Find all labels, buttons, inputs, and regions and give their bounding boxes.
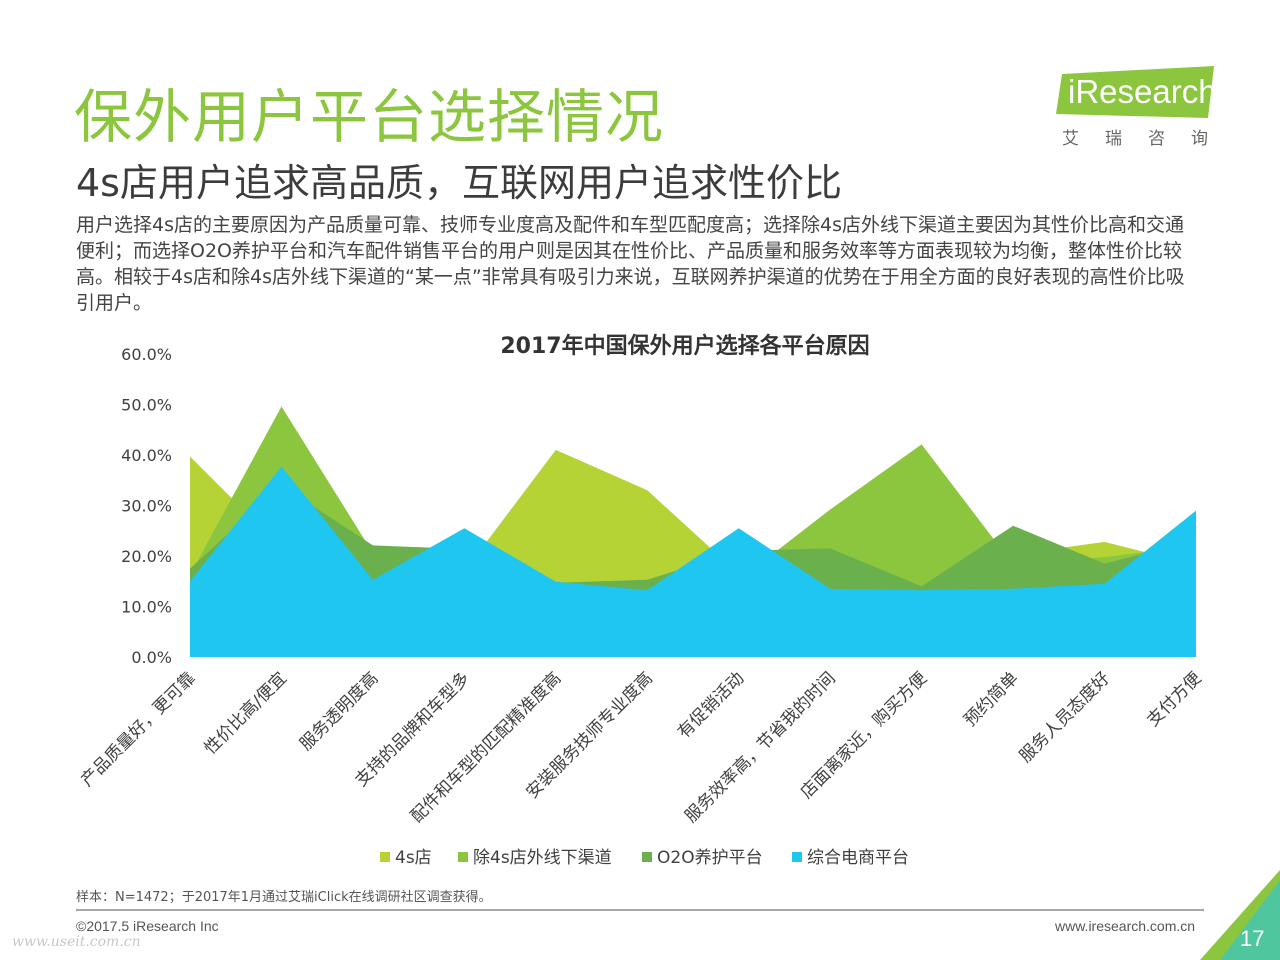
watermark-text: www.useit.com.cn [12, 934, 141, 950]
copyright-text: ©2017.5 iResearch Inc [76, 918, 219, 934]
legend-swatch [792, 852, 802, 862]
website-link[interactable]: www.iresearch.com.cn [1055, 918, 1196, 934]
footer-divider [76, 909, 1204, 911]
y-tick-label: 20.0% [121, 547, 172, 566]
y-tick-label: 0.0% [131, 648, 172, 667]
y-tick-label: 50.0% [121, 396, 172, 415]
x-tick-label: 预约简单 [960, 668, 1022, 730]
y-tick-label: 40.0% [121, 446, 172, 465]
x-tick-label: 服务人员态度好 [1016, 668, 1114, 766]
legend-swatch [642, 852, 652, 862]
area-chart: 2017年中国保外用户选择各平台原因 0.0% 10.0% 20.0% 30.0% 40… [77, 333, 1205, 868]
legend-swatch [380, 852, 390, 862]
logo-badge-shape [1056, 66, 1214, 118]
x-axis: 产品质量好，更可靠 性价比高/便宜 服务透明度高支持的品牌和车型多配件和车型的匹配精… [77, 668, 1205, 826]
page-number: 17 [1240, 926, 1265, 951]
logo-text: iResearch [1068, 73, 1217, 110]
chart-legend: 4s店 除4s店外线下渠道 O2O养护平台 综合电商平台 [380, 848, 909, 868]
description-text: 用户选择4s店的主要原因为产品质量可靠、技师专业度高及配件和车型匹配度高；选择除… [76, 214, 1185, 314]
sample-note: 样本：N=1472；于2017年1月通过艾瑞iClick在线调研社区调查获得。 [76, 890, 492, 905]
x-tick-label: 配件和车型的匹配精准度高 [407, 668, 565, 826]
legend-label: 4s店 [395, 848, 432, 868]
x-tick-label: 支付方便 [1143, 668, 1205, 730]
x-tick-label: 性价比高/便宜 [201, 668, 291, 758]
chart-title: 2017年中国保外用户选择各平台原因 [500, 333, 869, 359]
series-area-3 [190, 466, 1196, 657]
page-subtitle: 4s店用户追求高品质，互联网用户追求性价比 [76, 161, 842, 205]
y-tick-label: 10.0% [121, 598, 172, 617]
y-axis: 0.0% 10.0% 20.0% 30.0% 40.0% 50.0% 60.0% [121, 345, 172, 667]
logo-cn-text: 艾瑞咨询 [1062, 129, 1234, 149]
corner-decoration [1200, 870, 1280, 960]
x-tick-label: 服务透明度高 [296, 668, 382, 754]
x-tick-label: 产品质量好，更可靠 [77, 668, 199, 790]
y-tick-label: 30.0% [121, 497, 172, 516]
x-tick-label: 服务效率高，节省我的时间 [681, 668, 839, 826]
page-title: 保外用户平台选择情况 [74, 83, 665, 151]
legend-label: 综合电商平台 [807, 848, 909, 868]
y-tick-label: 60.0% [121, 345, 172, 364]
legend-swatch [458, 852, 468, 862]
legend-label: O2O养护平台 [657, 848, 763, 868]
iresearch-logo: iResearch 艾瑞咨询 [1052, 66, 1222, 150]
legend-label: 除4s店外线下渠道 [473, 848, 612, 868]
chart-areas [190, 406, 1196, 657]
x-tick-label: 有促销活动 [674, 668, 748, 742]
